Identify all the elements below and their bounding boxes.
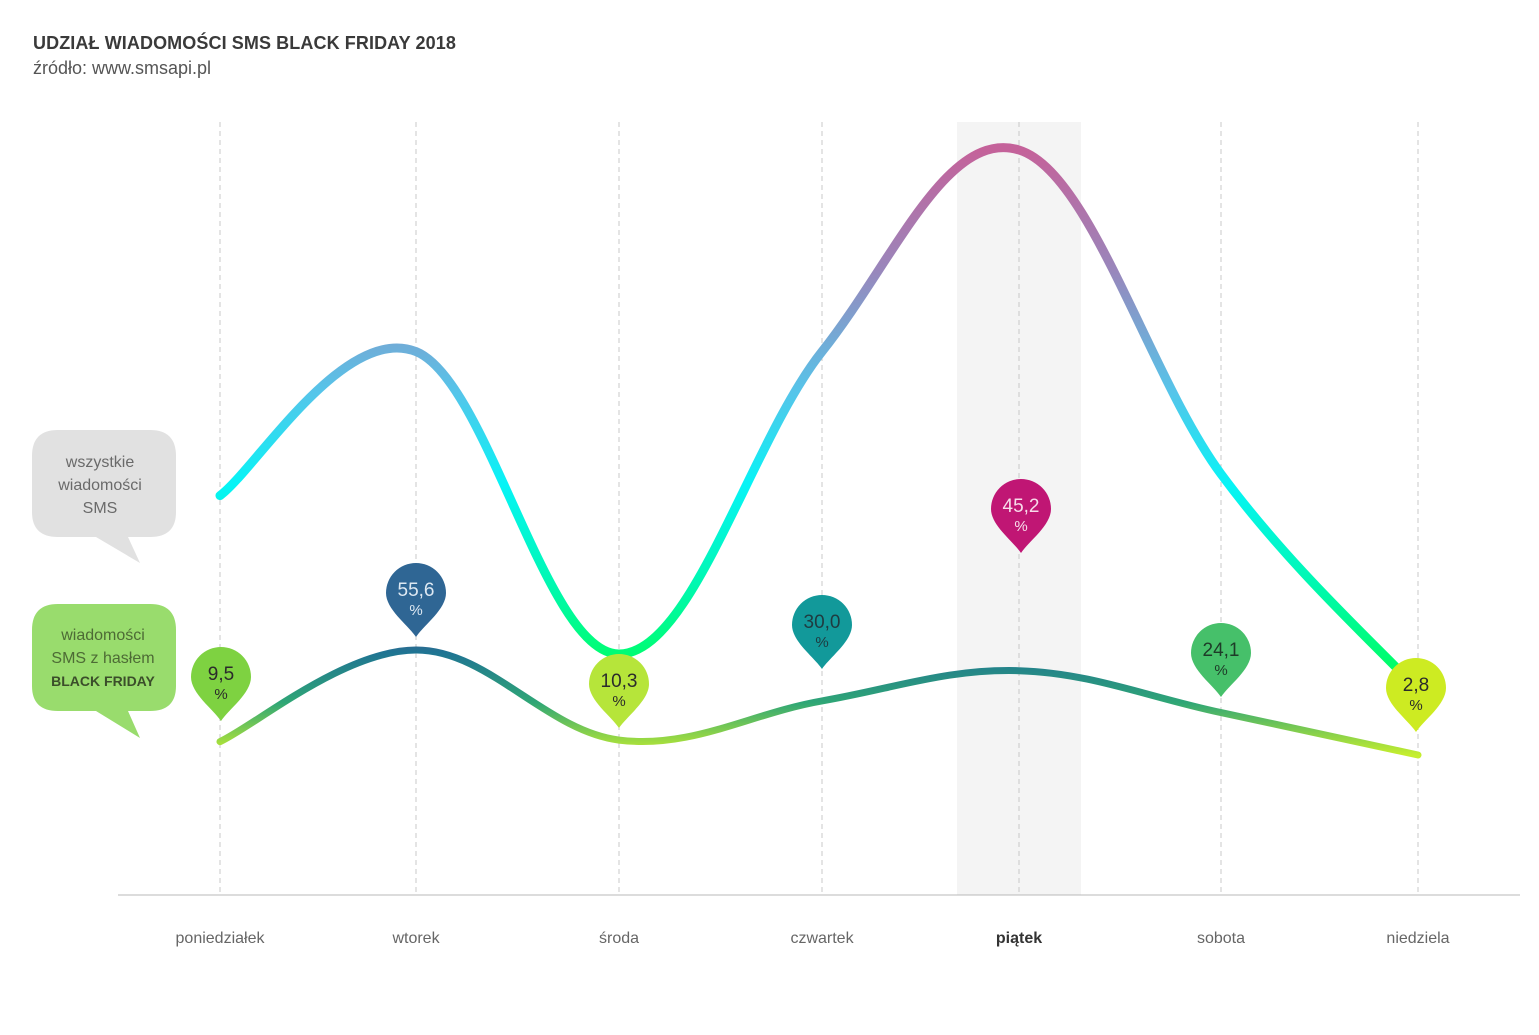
x-tick-label-sobota: sobota xyxy=(1197,930,1245,947)
data-label-value-wtorek: 55,6 xyxy=(398,580,435,601)
data-marker-środa: 10,3% xyxy=(589,654,649,728)
data-label-unit-niedziela: % xyxy=(1409,697,1422,714)
x-tick-label-czwartek: czwartek xyxy=(790,930,854,947)
data-label-value-niedziela: 2,8 xyxy=(1403,675,1429,696)
x-tick-label-niedziela: niedziela xyxy=(1386,930,1449,947)
data-marker-niedziela: 2,8% xyxy=(1386,658,1446,732)
legend-bf-sms: wiadomości SMS z hasłem BLACK FRIDAY xyxy=(32,604,176,738)
legend-all-sms-line-1: wszystkie xyxy=(65,454,135,471)
data-label-value-piątek: 45,2 xyxy=(1003,496,1040,517)
data-label-value-czwartek: 30,0 xyxy=(804,612,841,633)
legend-all-sms-line-2: wiadomości xyxy=(57,477,142,494)
x-tick-label-poniedziałek: poniedziałek xyxy=(176,930,266,947)
legend-bf-sms-bubble xyxy=(32,604,176,738)
data-marker-shape-niedziela xyxy=(1386,658,1446,732)
legend-all-sms: wszystkie wiadomości SMS xyxy=(32,430,176,563)
data-marker-czwartek: 30,0% xyxy=(792,595,852,669)
legend-bf-sms-line-1: wiadomości xyxy=(60,627,145,644)
series-line-bf-sms xyxy=(216,646,1422,759)
data-marker-shape-wtorek xyxy=(386,563,446,637)
x-tick-label-piątek: piątek xyxy=(996,930,1042,947)
legend-all-sms-line-3: SMS xyxy=(83,500,118,517)
legend-bf-sms-line-3: BLACK FRIDAY xyxy=(51,673,155,689)
data-marker-shape-sobota xyxy=(1191,623,1251,697)
chart-title: UDZIAŁ WIADOMOŚCI SMS BLACK FRIDAY 2018 xyxy=(33,33,456,53)
data-label-value-poniedziałek: 9,5 xyxy=(208,664,234,685)
series-line-all-sms xyxy=(215,143,1423,695)
data-label-unit-piątek: % xyxy=(1014,518,1027,535)
x-tick-label-środa: środa xyxy=(599,930,639,947)
legend-all-sms-bubble xyxy=(32,430,176,563)
x-tick-label-wtorek: wtorek xyxy=(391,930,440,947)
data-label-unit-sobota: % xyxy=(1214,662,1227,679)
data-marker-sobota: 24,1% xyxy=(1191,623,1251,697)
data-marker-shape-piątek xyxy=(991,479,1051,553)
data-marker-shape-poniedziałek xyxy=(191,647,251,721)
data-marker-piątek: 45,2% xyxy=(991,479,1051,553)
data-label-unit-poniedziałek: % xyxy=(214,686,227,703)
data-label-value-sobota: 24,1 xyxy=(1203,640,1240,661)
legend-bf-sms-line-2: SMS z hasłem xyxy=(51,650,154,667)
chart-subtitle: źródło: www.smsapi.pl xyxy=(33,58,212,78)
data-marker-wtorek: 55,6% xyxy=(386,563,446,637)
data-label-unit-wtorek: % xyxy=(409,602,422,619)
data-label-unit-środa: % xyxy=(612,693,625,710)
data-marker-poniedziałek: 9,5% xyxy=(191,647,251,721)
data-label-unit-czwartek: % xyxy=(815,634,828,651)
data-label-value-środa: 10,3 xyxy=(601,671,638,692)
data-marker-shape-środa xyxy=(589,654,649,728)
data-marker-shape-czwartek xyxy=(792,595,852,669)
